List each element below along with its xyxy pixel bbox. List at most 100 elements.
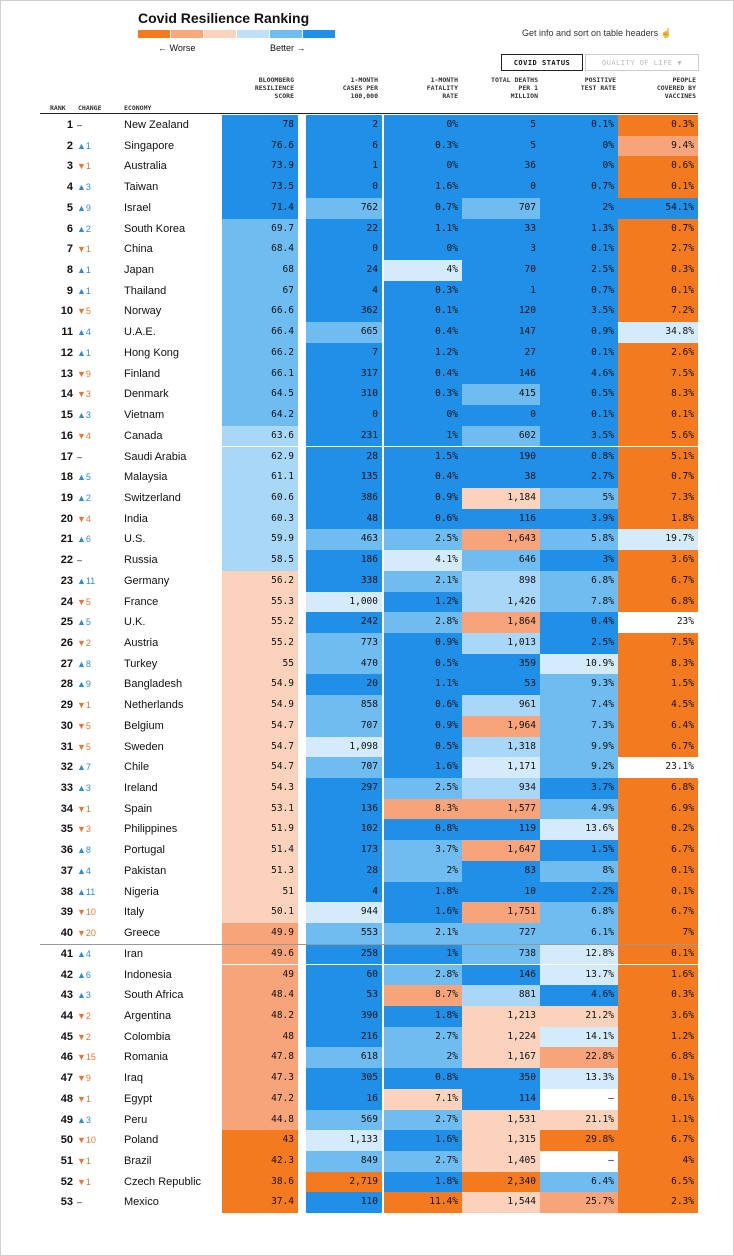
fatality-cell: 1.6%	[384, 1130, 462, 1151]
positive-cell: 25.7%	[540, 1192, 618, 1214]
sort-info-text: Get info and sort on table headers ☝	[522, 28, 672, 38]
change-cell: ▲11	[77, 575, 96, 586]
vaccines-cell: 23%	[618, 612, 698, 633]
economy-cell: Vietnam	[124, 409, 165, 422]
economy-cell: India	[124, 512, 148, 525]
rank-cell: 33	[60, 782, 73, 795]
cases-cell: 618	[306, 1047, 382, 1069]
cases-cell: 24	[306, 260, 382, 281]
vaccines-cell: 3.6%	[618, 1005, 698, 1027]
fatality-cell: 0.3%	[384, 135, 462, 157]
vaccines-cell: 19.7%	[618, 529, 698, 551]
economy-cell: Russia	[124, 554, 158, 567]
vaccines-cell: 6.4%	[618, 715, 698, 737]
score-cell: 66.6	[222, 301, 298, 323]
economy-cell: Austria	[124, 637, 159, 649]
table-row: 43 ▲3 South Africa 48.4 53 8.7% 881 4.6% 0.3%	[0, 985, 734, 1006]
vaccines-cell: 1.6%	[618, 964, 698, 986]
fatality-cell: 2.8%	[384, 964, 462, 986]
header-positive[interactable]: POSITIVE TEST RATE	[580, 76, 616, 92]
header-vaccines[interactable]: PEOPLE COVERED BY VACCINES	[656, 76, 696, 100]
cases-cell: 60	[306, 964, 382, 986]
tab-covid-status[interactable]: COVID STATUS	[501, 54, 583, 71]
score-cell: 78	[222, 115, 298, 136]
economy-cell: Spain	[124, 802, 153, 815]
header-economy[interactable]: ECONOMY	[124, 104, 152, 112]
change-cell: ▲9	[77, 679, 91, 690]
fatality-cell: 1.8%	[384, 881, 462, 903]
tab-quality-of-life[interactable]: QUALITY OF LIFE ▼	[585, 54, 699, 71]
economy-cell: Egypt	[124, 1092, 153, 1105]
rank-cell: 28	[60, 678, 73, 691]
fatality-cell: 0.3%	[384, 384, 462, 406]
score-cell: 61.1	[222, 467, 298, 488]
positive-cell: 9.3%	[540, 674, 618, 696]
economy-cell: China	[124, 243, 153, 256]
rank-cell: 47	[60, 1072, 73, 1085]
change-cell: ▼20	[77, 928, 96, 939]
change-cell: ▼15	[77, 1052, 96, 1063]
deaths-cell: 0	[462, 405, 540, 426]
cases-cell: 310	[306, 384, 382, 406]
table-row: 53– Mexico 37.4 110 11.4% 1,544 25.7% 2.3%	[0, 1192, 734, 1214]
table-row: 3 ▼1 Australia 73.9 1 0% 36 0% 0.6%	[0, 156, 734, 178]
vaccines-cell: 0.2%	[618, 819, 698, 841]
table-row: 7 ▼1 China 68.4 0 0% 3 0.1% 2.7%	[0, 239, 734, 260]
cases-cell: 463	[306, 529, 382, 551]
change-cell: ▲2	[77, 223, 91, 234]
table-row: 40 ▼20 Greece 49.9 553 2.1% 727 6.1% 7%	[0, 923, 734, 944]
cases-cell: 858	[306, 695, 382, 716]
economy-cell: France	[124, 595, 159, 608]
fatality-cell: 0.5%	[384, 736, 462, 758]
change-cell: –	[77, 120, 83, 130]
header-change[interactable]: CHANGE	[78, 104, 102, 112]
change-cell: ▼9	[77, 368, 91, 379]
change-cell: ▲8	[77, 845, 91, 856]
vaccines-cell: 1.2%	[618, 1026, 698, 1048]
vaccines-cell: 7.5%	[618, 363, 698, 385]
deaths-cell: 2,340	[462, 1171, 540, 1193]
fatality-cell: 1.1%	[384, 674, 462, 696]
header-rank[interactable]: RANK	[50, 104, 66, 112]
change-cell: ▲4	[77, 327, 91, 338]
score-cell: 55.3	[222, 591, 298, 613]
deaths-cell: 53	[462, 674, 540, 696]
rank-cell: 15	[60, 409, 73, 422]
rank-cell: 37	[60, 864, 73, 877]
cases-cell: 2	[306, 115, 382, 136]
header-fatality[interactable]: 1-MONTH FATALITY RATE	[426, 76, 458, 100]
cases-cell: 186	[306, 550, 382, 571]
vaccines-cell: 0.1%	[618, 177, 698, 198]
rank-cell: 11	[61, 326, 73, 339]
score-cell: 55.2	[222, 612, 298, 633]
table-row: 44 ▼2 Argentina 48.2 390 1.8% 1,213 21.2% 3.6%	[0, 1005, 734, 1027]
change-cell: ▼1	[77, 803, 91, 814]
score-cell: 48	[222, 1026, 298, 1048]
deaths-cell: 1,405	[462, 1151, 540, 1172]
fatality-cell: 0.9%	[384, 715, 462, 737]
vaccines-cell: 6.7%	[618, 736, 698, 758]
vaccines-cell: 0.3%	[618, 260, 698, 281]
score-cell: 54.7	[222, 715, 298, 737]
positive-cell: 6.4%	[540, 1171, 618, 1193]
table-row: 30 ▼5 Belgium 54.7 707 0.9% 1,964 7.3% 6.4%	[0, 715, 734, 737]
header-cases[interactable]: 1-MONTH CASES PER 100,000	[342, 76, 378, 100]
table-row: 29 ▼1 Netherlands 54.9 858 0.6% 961 7.4% 4.5%	[0, 695, 734, 716]
score-cell: 66.1	[222, 363, 298, 385]
economy-cell: Argentina	[124, 1009, 172, 1022]
economy-cell: Pakistan	[124, 864, 167, 877]
cases-cell: 386	[306, 487, 382, 509]
table-row: 33 ▲3 Ireland 54.3 297 2.5% 934 3.7% 6.8%	[0, 778, 734, 799]
positive-cell: 2.7%	[540, 467, 618, 488]
vaccines-cell: 6.7%	[618, 570, 698, 592]
score-cell: 51.3	[222, 860, 298, 882]
fatality-cell: 2.7%	[384, 1109, 462, 1131]
header-deaths[interactable]: TOTAL DEATHS PER 1 MILLION	[491, 76, 538, 100]
vaccines-cell: 23.1%	[618, 757, 698, 778]
change-cell: ▼1	[77, 700, 91, 711]
positive-cell: 8%	[540, 860, 618, 882]
cases-cell: 1,098	[306, 736, 382, 758]
fatality-cell: 1.5%	[384, 446, 462, 468]
header-resilience-score[interactable]: BLOOMBERG RESILIENCE SCORE	[254, 76, 294, 100]
positive-cell: 4.9%	[540, 798, 618, 820]
